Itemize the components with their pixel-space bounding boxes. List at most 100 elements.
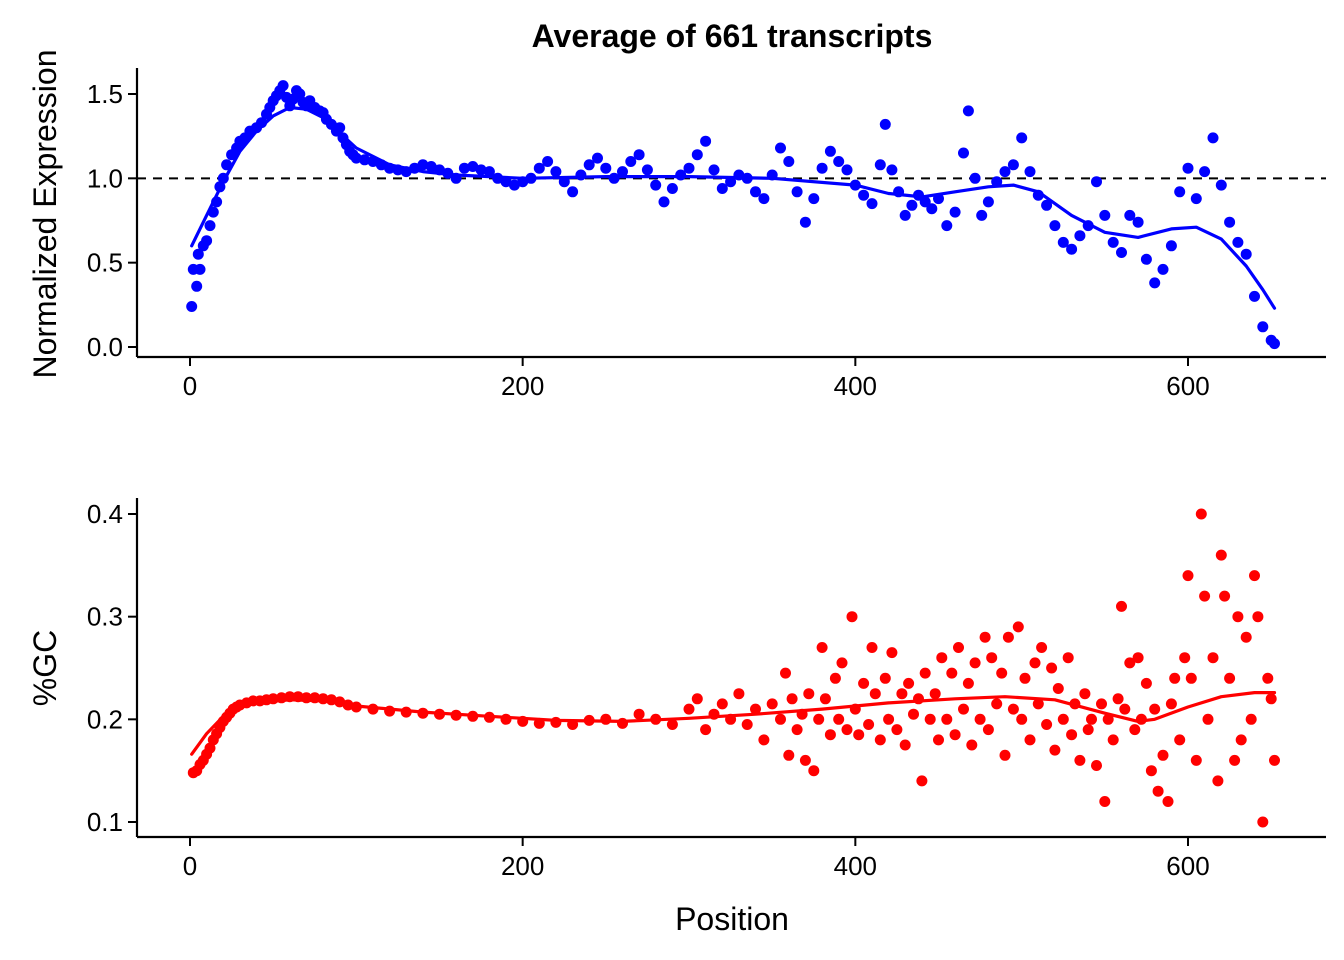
data-point	[1057, 713, 1069, 725]
data-point	[1249, 290, 1260, 302]
data-point	[1169, 672, 1181, 684]
data-point	[733, 688, 745, 700]
data-point	[1145, 765, 1157, 777]
gc-y-axis-title: %GC	[27, 630, 63, 706]
data-point	[1202, 713, 1214, 725]
data-point	[813, 713, 825, 725]
data-point	[533, 162, 545, 174]
data-point	[194, 263, 206, 275]
expression-y-tick-label: 1.0	[87, 163, 123, 193]
data-point	[1240, 631, 1252, 643]
data-point	[982, 724, 994, 736]
data-point	[929, 688, 941, 700]
gc-panel: %GC 0 200 400 600 0.1 0.2 0.3 0.4	[27, 498, 1326, 881]
data-point	[883, 713, 895, 725]
data-point	[700, 135, 712, 147]
data-point	[1269, 754, 1280, 766]
data-point	[899, 739, 911, 751]
data-point	[791, 186, 803, 198]
data-point	[201, 235, 213, 247]
data-point	[1116, 247, 1127, 258]
data-point	[1212, 775, 1224, 787]
data-point	[858, 677, 870, 689]
data-point	[846, 611, 858, 623]
data-point	[926, 203, 938, 215]
data-point	[836, 657, 848, 669]
data-point	[550, 166, 562, 178]
data-point	[700, 724, 712, 736]
data-point	[666, 719, 678, 730]
data-point	[1119, 703, 1131, 715]
data-point	[979, 631, 991, 643]
data-point	[953, 642, 964, 653]
smooth-line	[190, 691, 1277, 756]
data-point	[962, 677, 974, 689]
data-point	[1215, 549, 1227, 561]
expression-x-tick-label: 400	[834, 371, 877, 401]
data-point	[1066, 243, 1078, 255]
data-point	[1140, 677, 1152, 689]
data-point	[999, 749, 1011, 761]
data-point	[691, 149, 703, 161]
data-point	[786, 693, 798, 705]
data-point	[500, 713, 512, 725]
data-point	[783, 156, 795, 167]
data-point	[1162, 796, 1174, 807]
data-point	[1182, 570, 1194, 582]
data-point	[1215, 179, 1227, 191]
data-point	[906, 199, 918, 211]
data-point	[350, 152, 362, 164]
data-point	[1199, 590, 1211, 602]
data-point	[1157, 749, 1169, 761]
data-point	[592, 152, 603, 164]
data-point	[916, 775, 928, 787]
data-point	[969, 172, 981, 184]
data-point	[1124, 209, 1136, 221]
data-point	[1036, 642, 1048, 653]
data-point	[1124, 657, 1136, 669]
data-point	[1074, 754, 1086, 766]
data-point	[974, 713, 986, 725]
data-point	[780, 667, 791, 679]
data-point	[946, 667, 958, 679]
gc-x-tick-label: 400	[834, 851, 877, 881]
data-point	[186, 301, 198, 312]
x-axis-title: Position	[675, 901, 789, 937]
data-point	[633, 149, 645, 161]
data-point	[550, 716, 562, 728]
gc-x-tick-label: 0	[183, 851, 197, 881]
expression-x-tick-label: 0	[183, 371, 197, 401]
data-point	[708, 164, 720, 176]
data-point	[1019, 672, 1031, 684]
data-point	[617, 717, 628, 729]
data-point	[1149, 277, 1161, 289]
data-point	[775, 142, 786, 154]
data-point	[666, 183, 678, 194]
data-point	[903, 677, 915, 689]
data-point	[1099, 209, 1111, 221]
data-point	[816, 162, 828, 174]
data-point	[866, 642, 878, 653]
data-point	[976, 209, 988, 221]
data-point	[1185, 672, 1197, 684]
data-point	[879, 118, 891, 130]
data-point	[467, 161, 479, 172]
expression-axes: 0 200 400 600 0.0 0.5 1.0 1.5	[87, 68, 1326, 401]
data-point	[919, 196, 931, 208]
data-point	[879, 672, 891, 684]
data-point	[1195, 508, 1207, 520]
data-point	[1074, 230, 1086, 242]
gc-points	[187, 508, 1280, 828]
data-point	[204, 220, 216, 232]
data-point	[863, 719, 875, 730]
data-point	[1012, 621, 1024, 633]
data-point	[1002, 631, 1014, 643]
data-point	[819, 693, 831, 705]
data-point	[1165, 240, 1177, 252]
data-point	[1262, 672, 1274, 684]
data-point	[1219, 590, 1231, 602]
data-point	[1016, 132, 1028, 144]
data-point	[1057, 236, 1069, 248]
gc-smooth-layer	[190, 691, 1277, 756]
data-point	[996, 667, 1008, 679]
